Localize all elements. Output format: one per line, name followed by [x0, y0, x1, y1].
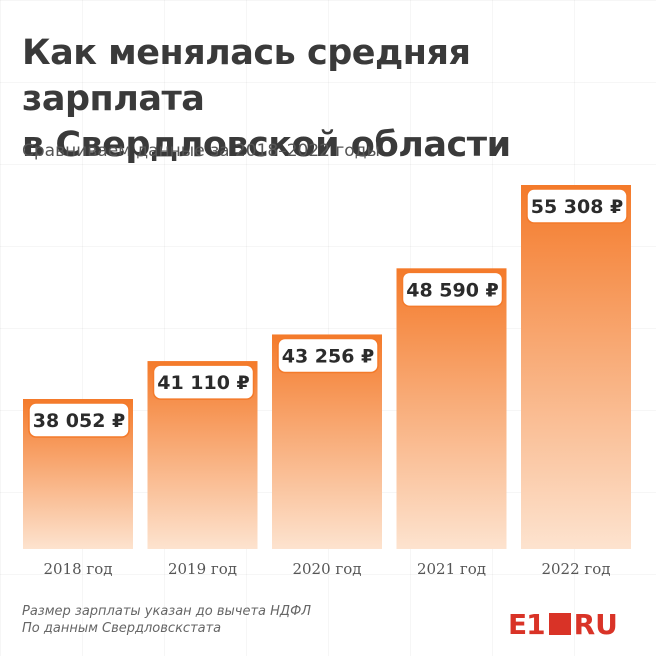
- x-tick-label-3: 2021 год: [417, 560, 486, 578]
- page-subtitle: Сравниваем данные за 2018–2022 годы: [22, 141, 380, 161]
- value-label-box-1: [152, 364, 255, 400]
- title-line-2: в Свердловской области: [22, 125, 511, 165]
- title-line-1: Как менялась средняя зарплата: [22, 33, 471, 119]
- value-label-2: 43 256 ₽: [282, 345, 375, 367]
- x-tick-label-4: 2022 год: [541, 560, 610, 578]
- value-label-1: 41 110 ₽: [157, 372, 250, 394]
- value-labels-group: 38 052 ₽ 41 110 ₽ 43 256 ₽ 48 590 ₽ 55 308 ₽: [28, 188, 628, 438]
- value-label-3: 48 590 ₽: [406, 279, 499, 301]
- logo-e1-text: E1: [508, 607, 546, 641]
- x-tick-labels-group: 2018 год 2019 год 2020 год 2021 год 2022 год: [43, 560, 610, 578]
- value-label-box-0: [28, 402, 130, 438]
- footnote-source: По данным Свердловскстата: [22, 621, 222, 636]
- value-label-4: 55 308 ₽: [531, 196, 624, 218]
- value-label-box-3: [401, 271, 504, 308]
- value-label-box-2: [277, 337, 379, 374]
- logo-square-icon: [548, 613, 571, 635]
- bar-4: [521, 185, 631, 549]
- logo-ru-text: RU: [573, 607, 618, 641]
- x-tick-label-2: 2020 год: [292, 560, 361, 578]
- x-tick-label-0: 2018 год: [43, 560, 112, 578]
- footnote-ndfl: Размер зарплаты указан до вычета НДФЛ: [22, 604, 312, 619]
- bar-3: [396, 268, 507, 549]
- x-tick-label-1: 2019 год: [168, 560, 237, 578]
- value-label-0: 38 052 ₽: [33, 410, 126, 432]
- page-title: Как менялась средняя зарплата в Свердлов…: [22, 30, 642, 168]
- value-label-box-4: [526, 188, 628, 224]
- e1-logo[interactable]: E1 RU: [508, 606, 618, 642]
- footnote: Размер зарплаты указан до вычета НДФЛ По…: [22, 603, 311, 637]
